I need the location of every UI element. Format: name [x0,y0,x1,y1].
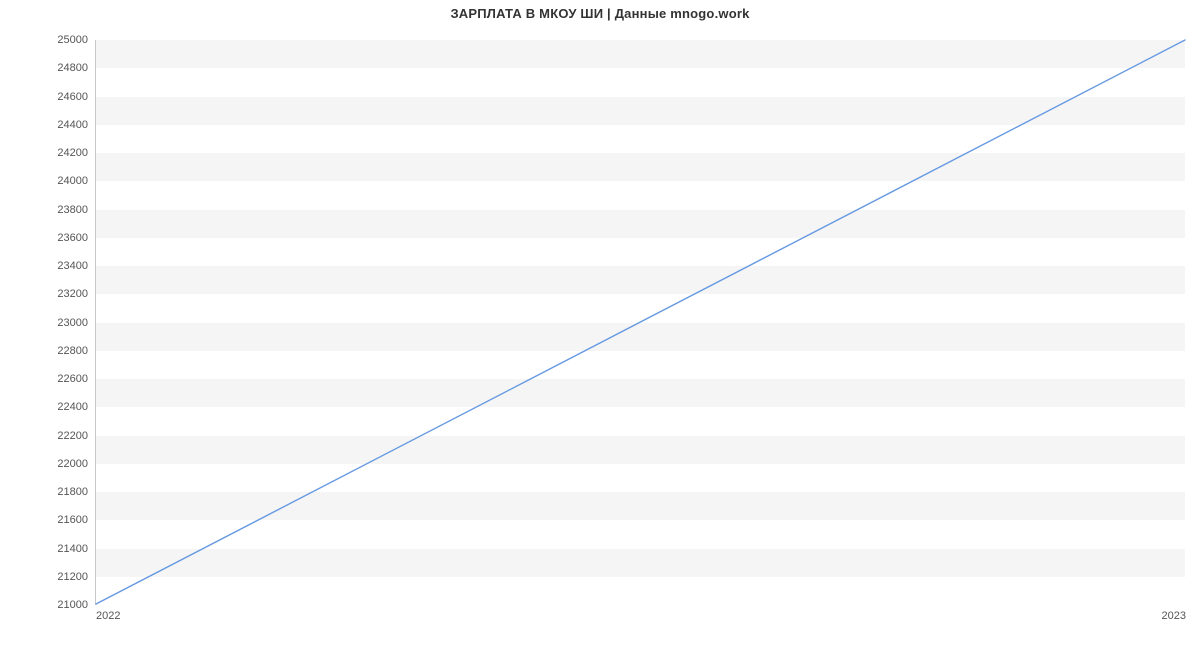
y-tick-label: 21200 [57,571,96,583]
y-tick-label: 21800 [57,486,96,498]
y-tick-label: 21400 [57,543,96,555]
x-tick-label: 2023 [1162,604,1186,622]
series-line-salary [96,40,1185,604]
chart-title: ЗАРПЛАТА В МКОУ ШИ | Данные mnogo.work [0,6,1200,21]
y-tick-label: 24400 [57,119,96,131]
y-tick-label: 24000 [57,175,96,187]
y-tick-label: 22800 [57,345,96,357]
y-tick-label: 23400 [57,260,96,272]
y-tick-label: 21600 [57,514,96,526]
y-tick-label: 22600 [57,373,96,385]
y-tick-label: 24800 [57,62,96,74]
x-tick-label: 2022 [96,604,120,622]
line-layer [96,40,1185,604]
y-tick-label: 24600 [57,91,96,103]
y-tick-label: 21000 [57,599,96,611]
y-tick-label: 24200 [57,147,96,159]
salary-line-chart: ЗАРПЛАТА В МКОУ ШИ | Данные mnogo.work 2… [0,0,1200,650]
y-tick-label: 23600 [57,232,96,244]
y-tick-label: 25000 [57,34,96,46]
y-tick-label: 22200 [57,430,96,442]
plot-area: 2100021200214002160021800220002220022400… [95,40,1185,605]
y-tick-label: 23000 [57,317,96,329]
y-tick-label: 22400 [57,401,96,413]
y-tick-label: 23800 [57,204,96,216]
y-tick-label: 23200 [57,288,96,300]
y-tick-label: 22000 [57,458,96,470]
